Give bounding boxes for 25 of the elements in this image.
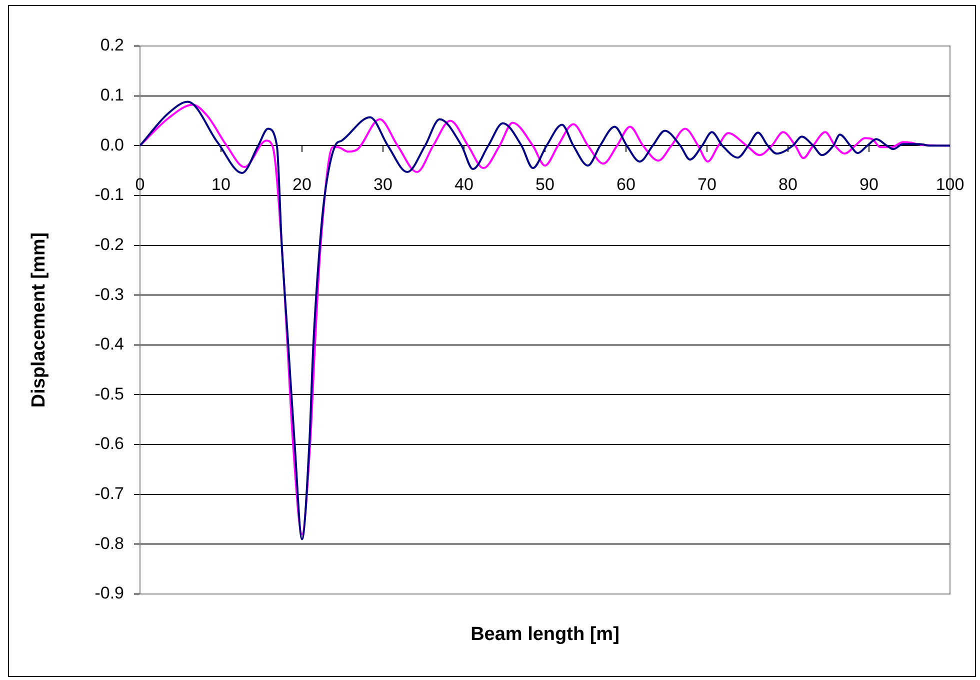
x-tick-label: 60 bbox=[616, 174, 636, 194]
x-tick-label: 50 bbox=[536, 174, 554, 194]
x-tick-label: 0 bbox=[135, 174, 145, 194]
x-tick-label: 80 bbox=[778, 174, 798, 194]
x-axis-title: Beam length [m] bbox=[470, 624, 620, 646]
x-tick-label: 90 bbox=[860, 174, 878, 194]
y-tick-label: -0.4 bbox=[94, 334, 124, 354]
y-tick-label: -0.7 bbox=[94, 484, 124, 504]
x-tick-label: 30 bbox=[374, 174, 392, 194]
y-tick-label: -0.5 bbox=[94, 384, 124, 404]
x-tick-label: 70 bbox=[698, 174, 716, 194]
y-tick-label: 0.2 bbox=[100, 36, 124, 55]
y-tick-label: -0.8 bbox=[94, 534, 124, 553]
x-tick-label: 40 bbox=[454, 174, 474, 194]
y-tick-label: -0.9 bbox=[94, 584, 124, 603]
y-tick-label: 0.0 bbox=[100, 135, 124, 154]
x-tick-label: 20 bbox=[292, 174, 312, 194]
y-tick-label: -0.2 bbox=[94, 234, 124, 254]
x-tick-label: 10 bbox=[212, 174, 230, 194]
y-axis-title: Displacement [mm] bbox=[28, 232, 50, 408]
y-tick-label: 0.1 bbox=[100, 86, 124, 105]
x-tick-label: 100 bbox=[936, 174, 964, 194]
y-tick-label: -0.6 bbox=[94, 434, 124, 454]
y-tick-label: -0.3 bbox=[94, 284, 124, 304]
y-tick-label: -0.1 bbox=[94, 185, 124, 204]
